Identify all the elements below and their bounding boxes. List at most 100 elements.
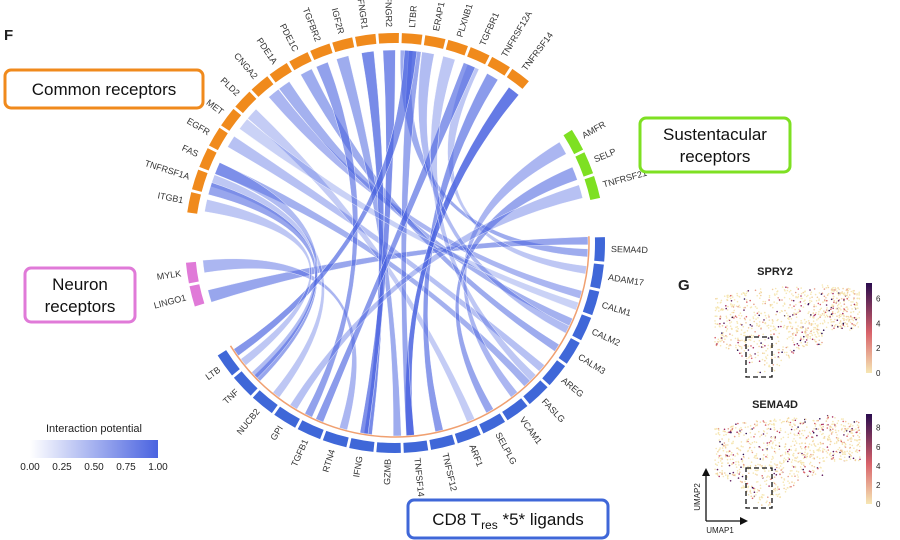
umap-point [813, 326, 815, 329]
umap-point [791, 339, 794, 342]
umap-point [814, 293, 817, 296]
umap-point [783, 351, 786, 354]
gene-label: SEMA4D [611, 244, 649, 255]
umap-point [780, 320, 783, 323]
umap-point [832, 420, 834, 423]
umap-point [815, 335, 817, 338]
umap-point [788, 458, 791, 461]
umap-point [781, 462, 783, 465]
umap-point [725, 433, 727, 436]
umap-point [728, 438, 730, 441]
umap-point [774, 468, 776, 471]
umap-point [827, 322, 829, 324]
umap-point [784, 315, 787, 317]
umap-point [743, 317, 746, 320]
umap-point [825, 424, 828, 426]
umap-point [848, 294, 851, 296]
umap-point [818, 299, 820, 302]
umap-point [778, 332, 780, 335]
umap-point [796, 343, 799, 345]
umap-point [739, 352, 741, 355]
panel-label: F [4, 27, 13, 44]
umap-point [758, 314, 760, 317]
umap-point [766, 444, 769, 447]
umap-point [800, 338, 802, 340]
umap-point [793, 417, 796, 420]
chords [202, 49, 589, 437]
umap-point [828, 434, 831, 437]
umap-point [788, 448, 791, 451]
umap-point [771, 303, 773, 306]
umap-point [727, 305, 729, 308]
umap-point [856, 451, 859, 454]
umap-point [775, 420, 777, 422]
umap-point [727, 477, 729, 480]
umap-point [729, 333, 731, 335]
umap-point [793, 313, 796, 316]
umap-point [762, 352, 764, 355]
umap-point [832, 454, 834, 457]
umap-point [831, 287, 833, 290]
umap-point [802, 434, 805, 437]
umap-point [840, 423, 843, 426]
umap-point [741, 355, 743, 357]
umap-point [764, 424, 767, 426]
umap-point [747, 457, 750, 460]
umap-point [759, 421, 762, 424]
umap-point [804, 418, 807, 421]
umap-point [743, 298, 746, 300]
umap-point [754, 314, 756, 316]
umap-point [730, 305, 733, 308]
umap-point [833, 301, 835, 304]
umap-point [792, 337, 794, 339]
umap-point [723, 444, 725, 447]
umap-point [781, 471, 783, 474]
umap-point [818, 335, 820, 337]
umap-point [841, 427, 843, 430]
umap-point [812, 419, 814, 422]
umap-point [723, 428, 726, 431]
umap-point [821, 474, 824, 477]
umap-point [795, 321, 797, 324]
ring-segment [594, 237, 605, 262]
umap-point [826, 315, 829, 318]
umap-point [795, 303, 797, 306]
umap-point [786, 351, 788, 354]
umap-point [772, 494, 774, 496]
umap-point [770, 325, 772, 327]
umap-point [769, 422, 771, 425]
umap-point [721, 332, 723, 334]
ring-segment [274, 406, 300, 428]
umap-point [751, 361, 753, 364]
umap-point [753, 423, 756, 426]
colorbar [866, 283, 872, 373]
umap-point [766, 325, 768, 327]
umap-point [766, 428, 768, 430]
umap-point [786, 286, 789, 289]
umap-point [714, 322, 717, 325]
umap-point [816, 331, 819, 334]
umap-point [714, 428, 716, 431]
umap-point [814, 313, 817, 316]
ring-segment [423, 35, 446, 49]
umap-point [773, 369, 776, 372]
umap-point [785, 346, 788, 349]
umap-point [733, 317, 735, 319]
umap-point [855, 304, 857, 306]
umap-point [849, 450, 851, 453]
umap-point [755, 318, 757, 320]
umap-point [842, 312, 844, 315]
umap-point [779, 496, 781, 498]
umap-point [737, 305, 739, 308]
umap-point [858, 436, 861, 438]
umap-point [740, 333, 742, 336]
gene-label: FASLG [540, 396, 567, 424]
umap-point [762, 458, 764, 461]
gene-label: GZMB [382, 459, 393, 485]
ring-segment [523, 380, 548, 405]
chord [204, 199, 313, 366]
umap-point [836, 290, 838, 292]
umap-point [716, 473, 718, 475]
umap-point [729, 458, 732, 461]
umap-point [856, 293, 858, 295]
